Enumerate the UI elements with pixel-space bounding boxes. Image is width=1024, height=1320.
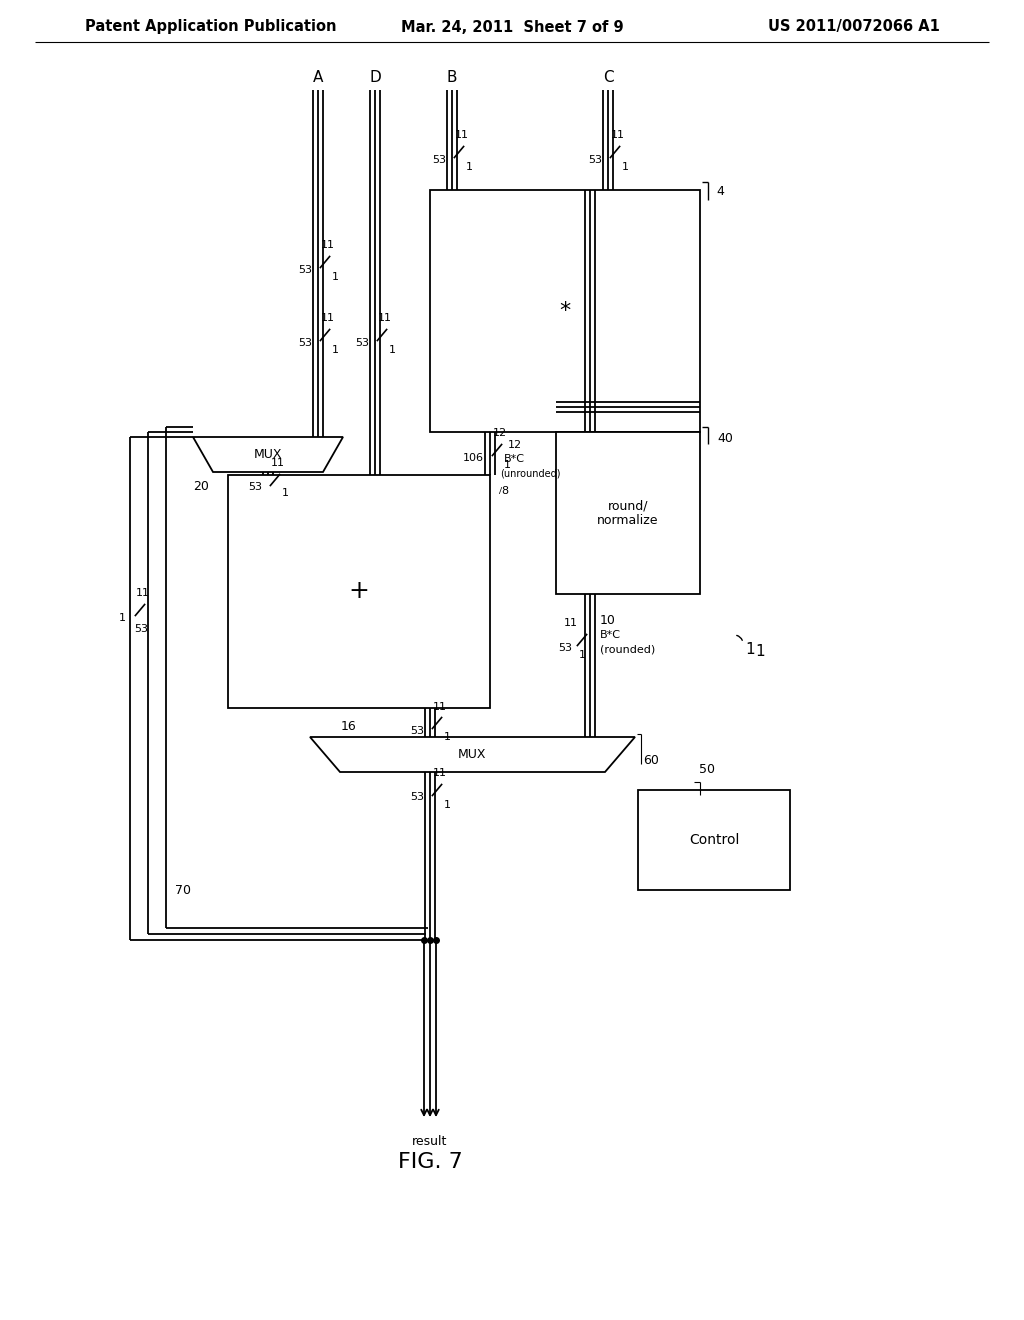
Text: 12: 12 [508, 440, 522, 450]
Text: 53: 53 [248, 482, 262, 492]
Text: B: B [446, 70, 458, 84]
Text: result: result [413, 1135, 447, 1148]
Text: 4: 4 [716, 185, 724, 198]
Text: 53: 53 [298, 265, 312, 275]
Text: 53: 53 [558, 643, 572, 653]
Text: 20: 20 [193, 479, 209, 492]
Text: C: C [603, 70, 613, 84]
Text: normalize: normalize [597, 515, 658, 528]
Text: Patent Application Publication: Patent Application Publication [85, 20, 337, 34]
Text: 1: 1 [332, 345, 339, 355]
Text: (unrounded): (unrounded) [500, 469, 560, 478]
Text: 11: 11 [433, 768, 447, 777]
Text: 50: 50 [699, 763, 715, 776]
Text: 1: 1 [332, 272, 339, 282]
Text: Mar. 24, 2011  Sheet 7 of 9: Mar. 24, 2011 Sheet 7 of 9 [400, 20, 624, 34]
Text: round/: round/ [608, 499, 648, 512]
Polygon shape [310, 737, 635, 772]
Text: B*C: B*C [600, 630, 621, 640]
Text: 1: 1 [389, 345, 396, 355]
Text: 53: 53 [134, 624, 148, 634]
Text: 106: 106 [463, 453, 484, 463]
Bar [638, 789, 790, 890]
Text: 1: 1 [622, 162, 629, 172]
Text: MUX: MUX [458, 748, 486, 762]
Text: *: * [559, 301, 570, 321]
Bar [556, 432, 700, 594]
Text: 1: 1 [444, 800, 451, 810]
Text: 53: 53 [588, 154, 602, 165]
Text: 12: 12 [493, 428, 507, 438]
Text: 53: 53 [355, 338, 369, 348]
Text: 1: 1 [119, 612, 126, 623]
Text: 11: 11 [455, 129, 469, 140]
Bar [430, 190, 700, 432]
Text: +: + [348, 579, 370, 603]
Text: 11: 11 [433, 702, 447, 711]
Text: $\mathcal{/}$8: $\mathcal{/}$8 [498, 484, 510, 496]
Text: B*C: B*C [504, 454, 525, 465]
Text: 16: 16 [341, 719, 357, 733]
Text: 11: 11 [321, 240, 335, 249]
Bar [228, 475, 490, 708]
Text: 11: 11 [378, 313, 392, 323]
Text: 1: 1 [466, 162, 473, 172]
Text: (rounded): (rounded) [600, 645, 655, 655]
Text: 1: 1 [282, 488, 289, 498]
Text: MUX: MUX [254, 447, 283, 461]
Text: 11: 11 [271, 458, 285, 469]
Text: 53: 53 [298, 338, 312, 348]
Text: 11: 11 [564, 618, 578, 628]
Text: 53: 53 [432, 154, 446, 165]
Text: 53: 53 [410, 726, 424, 737]
Text: 1: 1 [444, 733, 451, 742]
Text: 11: 11 [611, 129, 625, 140]
Polygon shape [193, 437, 343, 473]
Text: 10: 10 [600, 614, 615, 627]
Text: 70: 70 [175, 883, 191, 896]
Text: A: A [312, 70, 324, 84]
Text: US 2011/0072066 A1: US 2011/0072066 A1 [768, 20, 940, 34]
Text: 11: 11 [136, 587, 150, 598]
Text: 1: 1 [745, 643, 755, 657]
Text: 11: 11 [321, 313, 335, 323]
Text: 53: 53 [410, 792, 424, 803]
Text: D: D [369, 70, 381, 84]
Text: 40: 40 [717, 432, 733, 445]
Text: 1: 1 [579, 649, 586, 660]
Text: 1: 1 [504, 459, 511, 470]
Text: Control: Control [689, 833, 739, 847]
Text: 1: 1 [755, 644, 765, 660]
Text: FIG. 7: FIG. 7 [397, 1152, 463, 1172]
Text: 60: 60 [643, 754, 658, 767]
